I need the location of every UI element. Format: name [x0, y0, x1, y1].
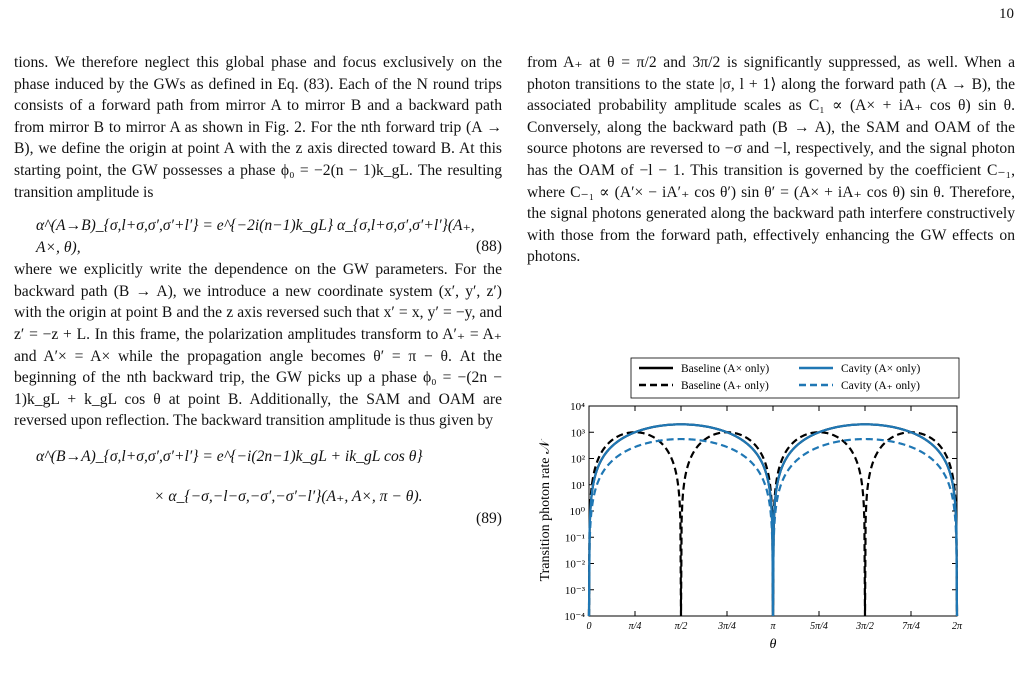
y-tick-label: 10¹ — [571, 480, 585, 492]
x-tick-label: π/2 — [675, 621, 688, 632]
y-axis-label: Transition photon rate 𝒩 — [538, 438, 553, 581]
y-tick-label: 10² — [571, 454, 586, 466]
y-tick-label: 10⁻¹ — [565, 532, 585, 544]
equation-line: × α_{−σ,−l−σ,−σ′,−σ′−l′}(A₊, A×, π − θ). — [154, 487, 423, 505]
page-number: 10 — [999, 6, 1014, 22]
y-tick-label: 10⁻⁴ — [564, 611, 585, 623]
x-tick-label: 0 — [587, 621, 592, 632]
equation-89: α^(B→A)_{σ,l+σ,σ′,σ′+l′} = e^{−i(2n−1)k_… — [14, 442, 502, 528]
y-tick-label: 10⁰ — [570, 506, 586, 518]
paragraph: from A₊ at θ = π/2 and 3π/2 is significa… — [527, 54, 1015, 266]
x-tick-label: π — [770, 621, 776, 632]
x-tick-label: 2π — [952, 621, 963, 632]
equation-number: (88) — [476, 237, 502, 255]
figure: 10⁻⁴ 10⁻³ 10⁻² 10⁻¹ 10⁰ 10¹ 10² 10³ 10⁴ 0 π/4 π/2 3π… — [527, 352, 1021, 670]
legend-label: Cavity (A× only) — [841, 363, 920, 375]
paragraph: tions. We therefore neglect this global … — [14, 54, 502, 201]
legend-box — [630, 357, 960, 399]
left-column: tions. We therefore neglect this global … — [14, 52, 502, 532]
legend-label: Baseline (A× only) — [681, 363, 769, 375]
y-tick-label: 10⁴ — [570, 401, 585, 413]
legend-label: Baseline (A₊ only) — [681, 380, 769, 392]
x-tick-label: π/4 — [629, 621, 642, 632]
transition-rate-chart: 10⁻⁴ 10⁻³ 10⁻² 10⁻¹ 10⁰ 10¹ 10² 10³ 10⁴ 0 π/4 π/2 3π… — [538, 357, 963, 652]
x-tick-label: 7π/4 — [902, 621, 920, 632]
series-line — [587, 437, 959, 617]
y-tick-label: 10⁻³ — [565, 585, 586, 597]
equation-88: α^(A→B)_{σ,l+σ,σ′,σ′+l′} = e^{−2i(n−1)k_… — [14, 209, 502, 256]
legend-label: Cavity (A₊ only) — [841, 380, 920, 392]
x-axis-label: θ — [770, 637, 777, 652]
x-tick-label: 3π/4 — [717, 621, 736, 632]
y-tick-label: 10³ — [571, 427, 586, 439]
paragraph: where we explicitly write the dependence… — [14, 261, 502, 430]
right-column: from A₊ at θ = π/2 and 3π/2 is significa… — [527, 52, 1015, 268]
equation-body: α^(A→B)_{σ,l+σ,σ′,σ′+l′} = e^{−2i(n−1)k_… — [36, 217, 475, 256]
equation-number: (89) — [476, 510, 502, 528]
equation-line: α^(B→A)_{σ,l+σ,σ′,σ′+l′} = e^{−i(2n−1)k_… — [36, 447, 423, 465]
x-tick-label: 5π/4 — [810, 621, 828, 632]
y-tick-label: 10⁻² — [565, 559, 586, 571]
x-tick-label: 3π/2 — [855, 621, 874, 632]
